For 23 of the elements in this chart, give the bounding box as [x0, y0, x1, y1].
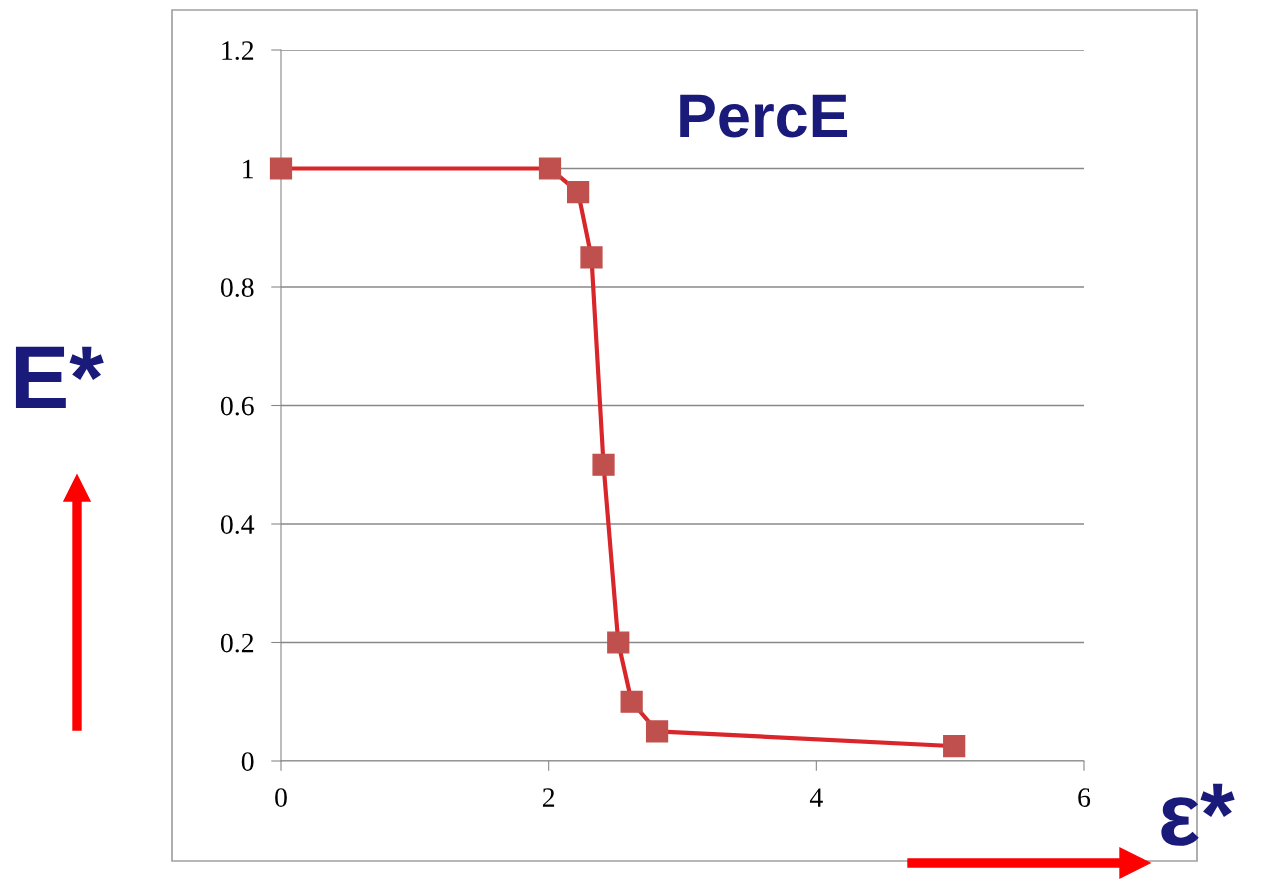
x-tick-label: 6 — [1078, 788, 1091, 807]
point — [538, 157, 562, 180]
point — [269, 157, 293, 180]
point — [580, 246, 603, 269]
point — [943, 735, 966, 758]
y-tick-label: 0.2 — [220, 633, 254, 653]
annotation: PercE — [680, 94, 848, 138]
y-tick-label: 0 — [241, 752, 254, 771]
point — [592, 453, 615, 476]
x-tick-label: 0 — [275, 788, 287, 807]
point — [566, 181, 590, 204]
y-tick-label: 0.8 — [220, 278, 254, 298]
point — [620, 690, 643, 713]
x-tick-label: 4 — [809, 788, 823, 807]
point — [645, 720, 669, 743]
x-tick-label: 2 — [542, 788, 555, 807]
y-tick-label: 1.2 — [222, 41, 254, 61]
y-tick-label: 0.6 — [220, 396, 254, 416]
y-tick-label: 1 — [243, 159, 253, 179]
y-axis-title: E* — [15, 346, 104, 408]
x-axis-title: ε* — [1161, 783, 1235, 846]
point — [607, 631, 630, 654]
y-tick-label: 0.4 — [220, 515, 255, 535]
